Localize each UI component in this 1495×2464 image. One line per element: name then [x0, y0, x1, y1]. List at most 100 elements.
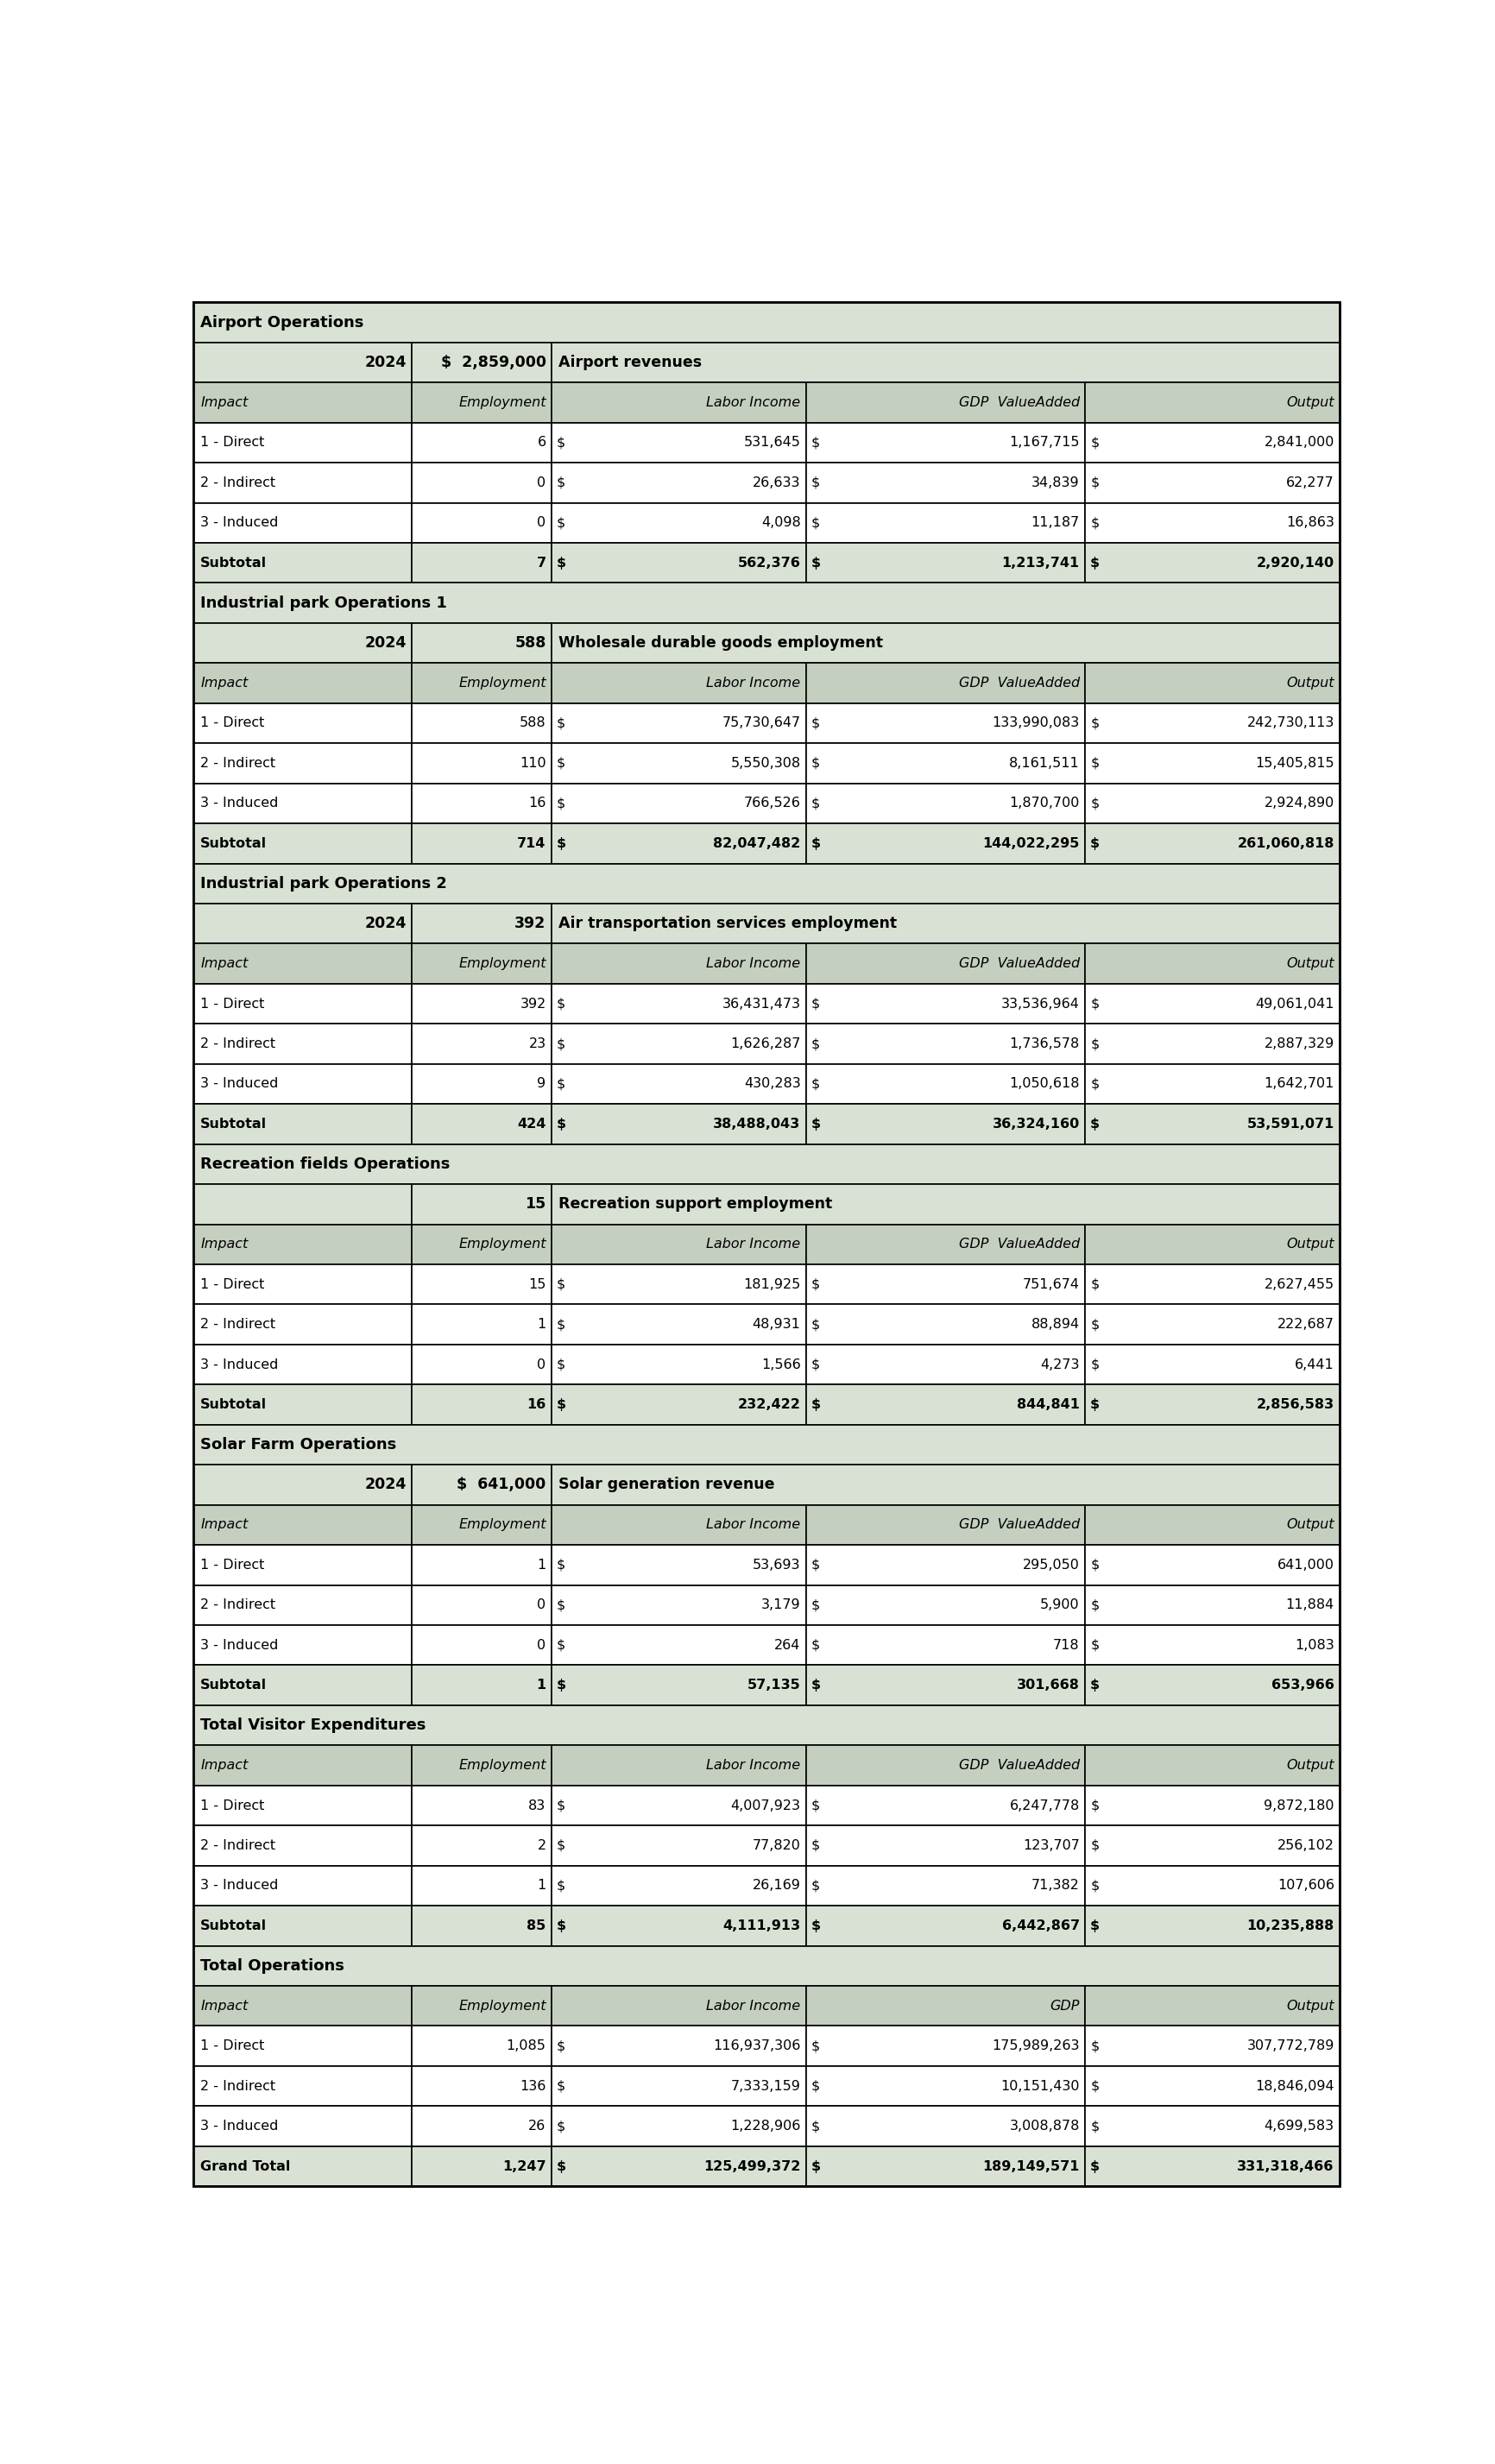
Bar [193, 1464, 411, 1506]
Bar [552, 1745, 806, 1786]
Bar [806, 463, 1084, 503]
Text: 714: 714 [517, 838, 546, 850]
Bar [193, 382, 411, 424]
Bar [193, 623, 411, 663]
Bar [552, 503, 806, 542]
Text: $  641,000: $ 641,000 [456, 1476, 546, 1493]
Bar [193, 1865, 411, 1905]
Bar [411, 2065, 552, 2107]
Text: Total Operations: Total Operations [200, 1959, 344, 1974]
Text: $: $ [556, 1639, 565, 1651]
Text: Impact: Impact [200, 397, 248, 409]
Text: 77,820: 77,820 [752, 1838, 800, 1853]
Bar [806, 1345, 1084, 1385]
Text: $: $ [810, 517, 819, 530]
Bar [1084, 1865, 1340, 1905]
Bar [552, 823, 806, 862]
Text: $: $ [810, 2119, 819, 2134]
Text: 1: 1 [537, 1318, 546, 1331]
Text: Recreation support employment: Recreation support employment [558, 1198, 831, 1212]
Text: 261,060,818: 261,060,818 [1236, 838, 1334, 850]
Bar [411, 1345, 552, 1385]
Text: $: $ [556, 1838, 565, 1853]
Bar [193, 983, 411, 1025]
Bar [806, 744, 1084, 784]
Text: Labor Income: Labor Income [706, 1759, 800, 1772]
Text: 2 - Indirect: 2 - Indirect [200, 1599, 275, 1611]
Bar [1084, 663, 1340, 702]
Text: $: $ [810, 756, 819, 769]
Text: 562,376: 562,376 [737, 557, 800, 569]
Text: 4,111,913: 4,111,913 [722, 1919, 800, 1932]
Text: 0: 0 [537, 1639, 546, 1651]
Bar [806, 1506, 1084, 1545]
Bar [1084, 1385, 1340, 1424]
Bar [193, 744, 411, 784]
Bar [806, 1385, 1084, 1424]
Bar [193, 1185, 411, 1225]
Text: $: $ [810, 1037, 819, 1050]
Text: Impact: Impact [200, 1518, 248, 1533]
Text: $: $ [556, 1358, 565, 1370]
Text: 11,884: 11,884 [1284, 1599, 1334, 1611]
Text: 9: 9 [537, 1077, 546, 1092]
Text: 5,900: 5,900 [1039, 1599, 1079, 1611]
Text: 222,687: 222,687 [1277, 1318, 1334, 1331]
Bar [552, 663, 806, 702]
Bar [806, 1264, 1084, 1303]
Bar [411, 1303, 552, 1345]
Text: $: $ [556, 796, 565, 811]
Text: 53,591,071: 53,591,071 [1247, 1119, 1334, 1131]
Text: $: $ [810, 1119, 821, 1131]
Text: $: $ [1090, 436, 1099, 448]
Bar [1084, 744, 1340, 784]
Bar [1084, 1545, 1340, 1584]
Text: $: $ [810, 1919, 821, 1932]
Text: 18,846,094: 18,846,094 [1254, 2080, 1334, 2092]
Text: 766,526: 766,526 [743, 796, 800, 811]
Text: $: $ [556, 838, 567, 850]
Text: Output: Output [1286, 1759, 1334, 1772]
Text: $: $ [810, 1077, 819, 1092]
Text: $: $ [556, 1678, 567, 1693]
Text: 1 - Direct: 1 - Direct [200, 436, 265, 448]
Text: 1 - Direct: 1 - Direct [200, 1560, 265, 1572]
Text: 264: 264 [774, 1639, 800, 1651]
Bar [552, 983, 806, 1025]
Text: Recreation fields Operations: Recreation fields Operations [200, 1156, 450, 1173]
Bar [411, 342, 552, 382]
Bar [806, 2146, 1084, 2186]
Text: 531,645: 531,645 [743, 436, 800, 448]
Text: 26,633: 26,633 [752, 476, 800, 490]
Text: $: $ [1090, 1838, 1099, 1853]
Bar [411, 944, 552, 983]
Text: Output: Output [1286, 956, 1334, 971]
Bar [552, 702, 806, 744]
Text: 48,931: 48,931 [752, 1318, 800, 1331]
Text: 1,213,741: 1,213,741 [1002, 557, 1079, 569]
Bar [806, 2107, 1084, 2146]
Text: $: $ [1090, 1599, 1099, 1611]
Bar [411, 983, 552, 1025]
Bar [193, 584, 1340, 623]
Bar [411, 2025, 552, 2065]
Text: 718: 718 [1052, 1639, 1079, 1651]
Text: $: $ [1090, 1639, 1099, 1651]
Bar [411, 424, 552, 463]
Bar [806, 1225, 1084, 1264]
Text: 392: 392 [520, 998, 546, 1010]
Bar [552, 424, 806, 463]
Text: 36,324,160: 36,324,160 [991, 1119, 1079, 1131]
Text: $: $ [1090, 2119, 1099, 2134]
Bar [193, 1225, 411, 1264]
Text: $: $ [1090, 2080, 1099, 2092]
Text: 1 - Direct: 1 - Direct [200, 717, 265, 729]
Bar [552, 463, 806, 503]
Text: Labor Income: Labor Income [706, 956, 800, 971]
Bar [806, 424, 1084, 463]
Bar [193, 944, 411, 983]
Text: $: $ [1090, 2040, 1099, 2053]
Bar [552, 1064, 806, 1104]
Text: $: $ [556, 1919, 567, 1932]
Text: $: $ [556, 1799, 565, 1811]
